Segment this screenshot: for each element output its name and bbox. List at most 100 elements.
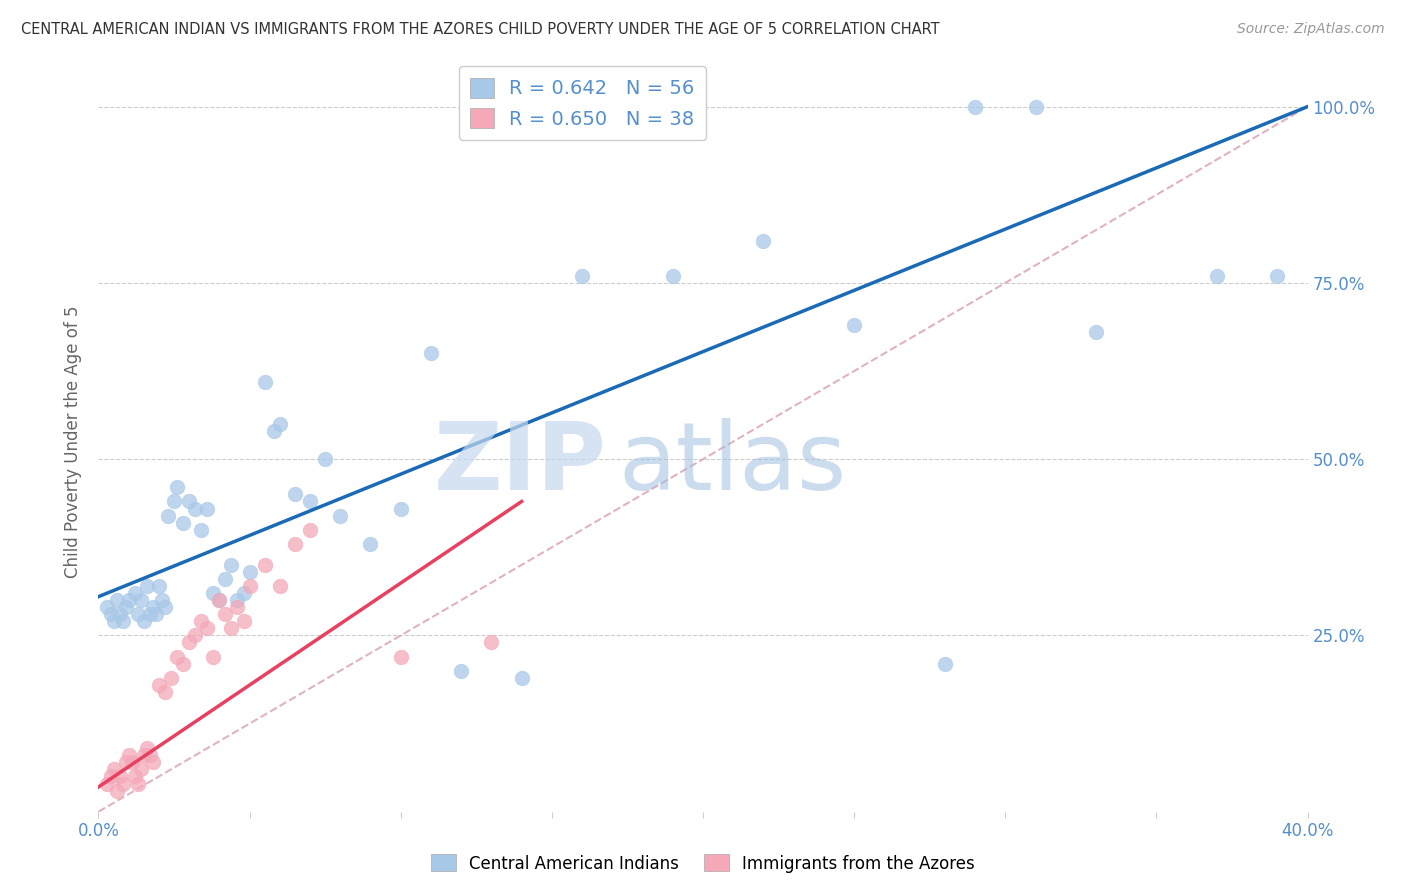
- Point: [105, 783, 128, 797]
- Point: [108, 769, 131, 783]
- Point: [114, 756, 136, 770]
- Y-axis label: Child Poverty Under the Age of 5: Child Poverty Under the Age of 5: [65, 305, 83, 578]
- Text: CENTRAL AMERICAN INDIAN VS IMMIGRANTS FROM THE AZORES CHILD POVERTY UNDER THE AG: CENTRAL AMERICAN INDIAN VS IMMIGRANTS FR…: [21, 22, 939, 37]
- Point: [661, 268, 683, 283]
- Point: [208, 593, 231, 607]
- Point: [142, 756, 165, 770]
- Point: [145, 607, 167, 622]
- Point: [184, 628, 207, 642]
- Point: [114, 600, 136, 615]
- Point: [148, 678, 170, 692]
- Point: [934, 657, 956, 671]
- Point: [172, 657, 194, 671]
- Point: [221, 558, 243, 572]
- Point: [135, 741, 157, 756]
- Point: [118, 748, 141, 763]
- Text: ZIP: ZIP: [433, 417, 606, 509]
- Point: [1267, 268, 1289, 283]
- Point: [179, 635, 201, 649]
- Point: [100, 607, 122, 622]
- Point: [221, 621, 243, 635]
- Point: [202, 649, 225, 664]
- Point: [132, 748, 155, 763]
- Point: [214, 572, 236, 586]
- Point: [195, 501, 218, 516]
- Legend: R = 0.642   N = 56, R = 0.650   N = 38: R = 0.642 N = 56, R = 0.650 N = 38: [458, 66, 706, 140]
- Point: [118, 593, 141, 607]
- Point: [96, 776, 118, 790]
- Point: [253, 558, 276, 572]
- Point: [160, 671, 183, 685]
- Point: [226, 593, 249, 607]
- Point: [163, 494, 186, 508]
- Point: [132, 615, 155, 629]
- Point: [965, 100, 987, 114]
- Point: [150, 593, 173, 607]
- Point: [269, 579, 291, 593]
- Point: [127, 607, 149, 622]
- Point: [139, 607, 162, 622]
- Text: atlas: atlas: [619, 417, 846, 509]
- Point: [389, 501, 412, 516]
- Point: [135, 579, 157, 593]
- Point: [571, 268, 593, 283]
- Point: [121, 756, 143, 770]
- Point: [232, 586, 254, 600]
- Point: [124, 586, 146, 600]
- Point: [752, 234, 775, 248]
- Point: [263, 424, 285, 438]
- Point: [299, 523, 322, 537]
- Point: [142, 600, 165, 615]
- Point: [226, 600, 249, 615]
- Point: [269, 417, 291, 431]
- Point: [156, 508, 179, 523]
- Point: [172, 516, 194, 530]
- Point: [389, 649, 412, 664]
- Point: [103, 763, 125, 777]
- Point: [105, 593, 128, 607]
- Point: [481, 635, 503, 649]
- Point: [239, 565, 262, 579]
- Point: [195, 621, 218, 635]
- Point: [208, 593, 231, 607]
- Point: [329, 508, 352, 523]
- Point: [190, 615, 212, 629]
- Point: [127, 776, 149, 790]
- Point: [111, 615, 134, 629]
- Point: [184, 501, 207, 516]
- Point: [232, 615, 254, 629]
- Point: [450, 664, 472, 678]
- Point: [139, 748, 162, 763]
- Point: [239, 579, 262, 593]
- Point: [108, 607, 131, 622]
- Point: [129, 763, 152, 777]
- Point: [202, 586, 225, 600]
- Point: [124, 769, 146, 783]
- Point: [100, 769, 122, 783]
- Point: [510, 671, 533, 685]
- Point: [166, 649, 188, 664]
- Legend: Central American Indians, Immigrants from the Azores: Central American Indians, Immigrants fro…: [425, 847, 981, 880]
- Point: [190, 523, 212, 537]
- Point: [1024, 100, 1046, 114]
- Point: [103, 615, 125, 629]
- Point: [314, 452, 336, 467]
- Point: [111, 776, 134, 790]
- Text: Source: ZipAtlas.com: Source: ZipAtlas.com: [1237, 22, 1385, 37]
- Point: [153, 685, 176, 699]
- Point: [1206, 268, 1229, 283]
- Point: [284, 487, 307, 501]
- Point: [1085, 325, 1108, 339]
- Point: [299, 494, 322, 508]
- Point: [148, 579, 170, 593]
- Point: [253, 375, 276, 389]
- Point: [844, 318, 866, 333]
- Point: [284, 537, 307, 551]
- Point: [420, 346, 443, 360]
- Point: [179, 494, 201, 508]
- Point: [129, 593, 152, 607]
- Point: [96, 600, 118, 615]
- Point: [214, 607, 236, 622]
- Point: [153, 600, 176, 615]
- Point: [360, 537, 382, 551]
